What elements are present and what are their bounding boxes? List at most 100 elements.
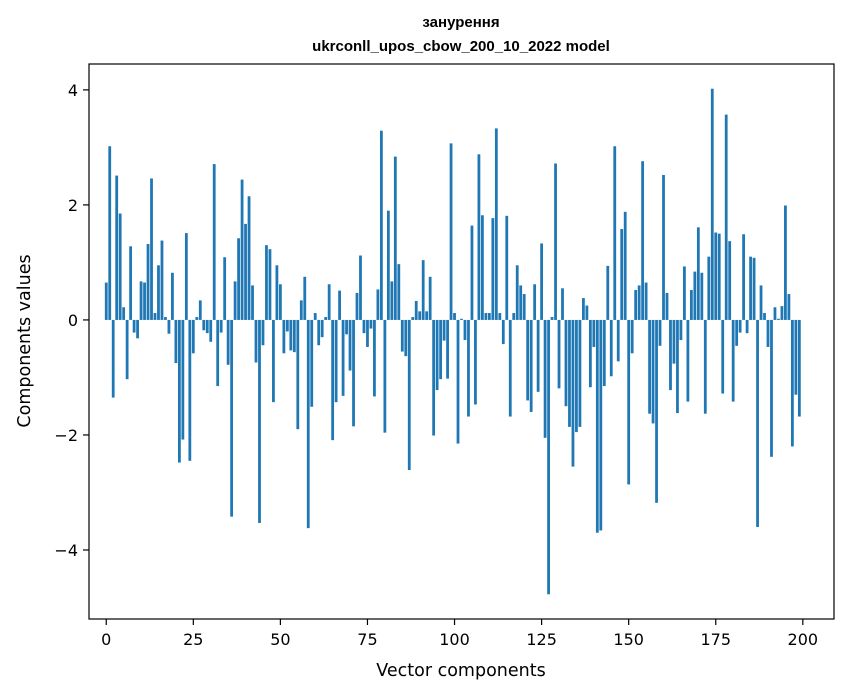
y-tick-label: 4: [68, 81, 78, 100]
bar: [181, 319, 185, 440]
bar: [456, 319, 460, 444]
bar: [501, 319, 505, 345]
bar: [184, 233, 188, 320]
bar: [564, 319, 568, 407]
bar: [494, 128, 498, 320]
bar: [285, 319, 289, 332]
bar: [745, 319, 749, 334]
bar: [487, 313, 491, 320]
bar: [627, 319, 631, 485]
x-tick-label: 0: [101, 630, 111, 649]
bar: [763, 313, 766, 320]
bar: [505, 215, 509, 320]
x-tick-label: 175: [700, 630, 731, 649]
bar: [609, 319, 613, 377]
bar: [707, 256, 711, 320]
bar: [195, 317, 199, 320]
bar: [599, 319, 603, 531]
bar: [756, 319, 759, 527]
bar: [550, 317, 554, 320]
bar: [338, 290, 341, 320]
bar: [407, 319, 411, 471]
bar: [435, 319, 439, 391]
bar: [634, 290, 638, 320]
x-tick-label: 25: [183, 630, 203, 649]
bar: [212, 164, 216, 320]
bar: [568, 319, 571, 427]
bar: [345, 319, 348, 335]
bar: [216, 319, 220, 387]
bar: [470, 225, 474, 320]
bar: [254, 319, 258, 363]
bar: [606, 265, 610, 320]
bar: [275, 265, 279, 320]
bar: [233, 281, 237, 320]
bar: [146, 244, 150, 320]
bar: [439, 319, 442, 380]
bar: [404, 319, 408, 357]
bar: [522, 294, 526, 320]
bar: [669, 319, 672, 391]
bar: [700, 272, 704, 320]
bar: [282, 319, 286, 354]
bar: [129, 246, 133, 320]
x-tick-label: 75: [357, 630, 377, 649]
bar: [717, 233, 721, 320]
bar: [306, 319, 310, 529]
bar: [738, 319, 742, 333]
bar: [592, 319, 596, 347]
bar: [571, 319, 575, 467]
bar: [115, 175, 119, 320]
bar: [261, 319, 265, 346]
bar: [724, 114, 728, 320]
bar: [205, 319, 209, 334]
bar: [226, 319, 230, 365]
bar: [623, 211, 627, 320]
bar: [561, 288, 564, 320]
bar: [150, 178, 153, 320]
bar: [703, 319, 707, 414]
bar: [595, 319, 599, 533]
bar: [313, 313, 317, 320]
bar: [784, 205, 787, 320]
y-tick-label: −4: [54, 541, 78, 560]
bar: [108, 146, 112, 320]
bar: [164, 317, 167, 320]
bar: [770, 319, 773, 457]
bar: [432, 319, 436, 436]
bar: [508, 319, 512, 417]
bar: [742, 234, 746, 320]
bar: [369, 319, 373, 329]
bar: [334, 319, 338, 403]
bar: [258, 319, 261, 523]
bar: [219, 319, 223, 333]
bar: [749, 256, 752, 320]
bar: [122, 307, 126, 320]
bar: [324, 317, 328, 320]
bar: [153, 313, 157, 320]
bar: [136, 319, 139, 339]
bar: [481, 215, 484, 320]
bar: [752, 257, 756, 320]
bar: [491, 218, 495, 320]
bar: [710, 88, 714, 320]
bar: [191, 319, 195, 354]
bar: [247, 196, 251, 320]
bar: [428, 276, 432, 320]
bar: [446, 319, 449, 379]
bar: [355, 292, 359, 320]
bar: [139, 281, 143, 320]
bar: [373, 319, 376, 397]
bar: [794, 319, 798, 395]
bar: [787, 294, 791, 320]
bar: [341, 319, 345, 396]
bar: [641, 161, 645, 320]
bar: [651, 319, 655, 424]
bar: [602, 319, 606, 387]
bar: [188, 319, 192, 461]
bar: [278, 284, 282, 320]
bar: [421, 260, 425, 320]
x-tick-label: 100: [439, 630, 470, 649]
bar: [540, 243, 543, 320]
